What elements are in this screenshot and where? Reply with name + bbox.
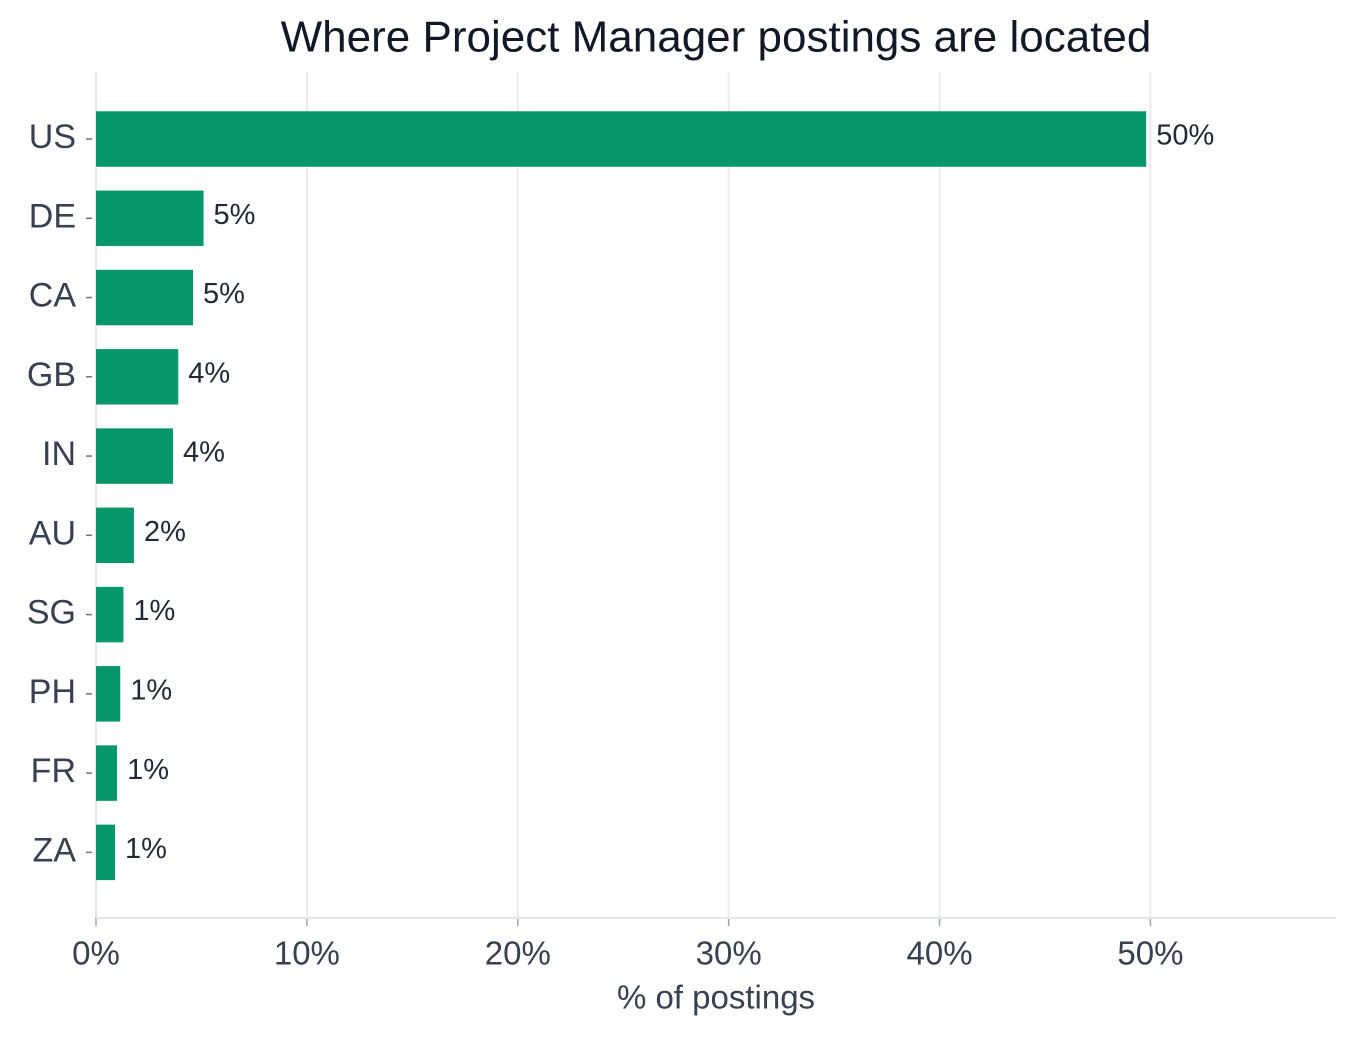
x-tick-label: 30% xyxy=(696,935,762,972)
bar xyxy=(96,824,115,881)
value-label: 1% xyxy=(130,675,172,707)
value-label: 1% xyxy=(133,595,175,627)
x-axis-label: % of postings xyxy=(617,979,815,1016)
y-tick-label: FR xyxy=(31,752,76,790)
bar xyxy=(96,349,179,405)
y-tick-label: US xyxy=(29,118,76,156)
y-tick-label: SG xyxy=(27,594,76,632)
value-label: 4% xyxy=(188,357,230,389)
value-label: 4% xyxy=(183,437,225,469)
y-tick-label: ZA xyxy=(33,831,77,869)
y-tick-label: DE xyxy=(29,197,76,235)
value-label: 1% xyxy=(125,833,167,865)
bar xyxy=(96,745,118,801)
value-label: 1% xyxy=(127,754,169,786)
bar xyxy=(96,428,173,484)
bar xyxy=(96,269,194,326)
bar xyxy=(96,666,121,722)
bar xyxy=(96,507,134,564)
chart-title: Where Project Manager postings are locat… xyxy=(281,13,1152,62)
y-tick-label: AU xyxy=(29,514,76,552)
x-tick-label: 20% xyxy=(485,935,551,972)
y-tick-label: PH xyxy=(29,673,76,711)
value-label: 5% xyxy=(203,278,245,310)
value-label: 5% xyxy=(214,199,256,231)
y-tick-label: IN xyxy=(42,435,76,473)
x-tick-label: 40% xyxy=(907,935,973,972)
x-tick-label: 0% xyxy=(72,935,120,972)
value-label: 50% xyxy=(1156,120,1214,152)
y-tick-label: CA xyxy=(29,277,77,315)
value-label: 2% xyxy=(144,516,186,548)
x-tick-label: 50% xyxy=(1117,935,1183,972)
y-tick-label: GB xyxy=(27,356,76,394)
x-tick-label: 10% xyxy=(274,935,340,972)
bar xyxy=(96,190,204,247)
bar xyxy=(96,111,1147,167)
bar xyxy=(96,586,124,643)
